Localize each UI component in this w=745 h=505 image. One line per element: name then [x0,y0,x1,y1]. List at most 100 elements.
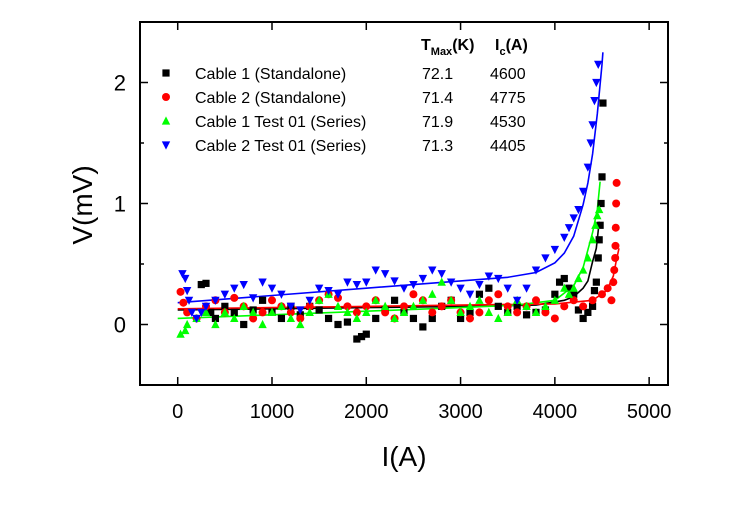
data-point-series-4 [574,205,583,215]
data-point-series-1 [551,290,559,298]
data-point-series-2 [610,266,619,275]
data-point-series-4 [418,274,428,284]
data-point-series-2 [268,296,276,305]
x-tick-label: 5000 [627,401,672,423]
data-point-series-3 [220,307,230,316]
data-point-series-3 [239,301,248,310]
data-point-series-3 [390,313,399,323]
data-point-series-2 [569,296,578,305]
data-point-series-1 [555,278,564,286]
data-point-series-1 [277,314,286,323]
data-point-series-4 [248,294,258,303]
data-point-series-1 [584,308,592,316]
data-point-series-4 [399,284,409,293]
data-point-series-2 [428,308,437,317]
data-point-series-4 [305,296,314,305]
data-point-series-1 [588,302,597,310]
data-point-series-1 [409,314,418,323]
data-point-series-1 [197,280,205,289]
data-point-series-2 [611,223,620,232]
data-point-series-3 [522,301,531,310]
data-point-series-1 [343,318,352,326]
data-point-series-4 [503,284,512,293]
data-point-series-3 [343,307,352,316]
data-point-series-4 [211,296,220,305]
data-point-series-4 [286,302,296,311]
x-tick-label: 4000 [533,401,578,423]
data-point-series-4 [380,270,390,279]
data-point-series-2 [607,296,616,305]
x-tick-label: 1000 [250,401,295,423]
data-point-series-1 [324,314,333,323]
data-point-series-4 [267,284,277,293]
data-point-series-2 [249,314,258,323]
legend-tmax-value: 71.3 [422,138,453,155]
data-point-series-3 [305,307,314,316]
data-point-series-4 [277,290,286,299]
legend-marker-4 [161,141,171,150]
data-point-series-4 [184,296,194,305]
data-point-series-1 [579,314,587,323]
data-point-series-3 [593,211,602,220]
data-point-series-3 [560,283,569,292]
y-axis-label: V(mV) [67,165,98,244]
data-point-series-4 [333,290,343,299]
data-point-series-4 [428,266,437,275]
data-point-series-2 [603,284,612,293]
data-point-series-3 [574,273,583,283]
data-point-series-1 [570,290,578,298]
data-point-series-1 [419,323,427,331]
data-point-series-4 [484,272,494,281]
data-point-series-4 [409,280,418,290]
legend-header-ic: Ic(A) [495,37,528,58]
data-point-series-4 [586,139,595,148]
data-point-series-4 [578,187,588,196]
data-point-series-1 [598,173,606,181]
data-point-series-1 [357,333,366,341]
data-point-series-4 [352,280,362,290]
fit-curve-4 [177,52,604,304]
data-point-series-4 [220,290,230,299]
data-point-series-2 [362,302,371,311]
data-point-series-2 [611,241,620,250]
data-point-series-1 [594,254,602,262]
x-axis-label: I(A) [381,441,426,472]
data-point-series-4 [494,274,503,284]
data-point-series-1 [372,314,380,323]
data-point-series-4 [456,284,465,293]
data-point-series-3 [446,295,456,304]
y-tick-label: 1 [114,192,126,217]
data-point-series-2 [381,308,390,317]
data-point-series-2 [179,298,188,307]
data-point-series-3 [248,307,258,316]
data-point-series-4 [590,97,599,106]
data-point-series-4 [564,224,574,233]
data-point-series-3 [541,301,550,310]
data-point-series-2 [475,308,484,317]
data-point-series-2 [230,293,239,302]
data-point-series-3 [314,295,324,304]
data-point-series-3 [418,295,428,304]
data-point-series-1 [592,278,600,286]
data-point-series-3 [588,235,597,244]
data-points [176,60,621,343]
data-point-series-2 [609,278,618,287]
data-point-series-3 [267,307,277,316]
data-point-series-4 [324,287,333,296]
data-point-series-3 [594,204,604,214]
data-point-series-2 [560,302,569,311]
data-point-series-2 [343,302,352,311]
data-point-series-3 [564,289,574,298]
data-point-series-1 [428,314,436,323]
data-point-series-3 [230,313,239,323]
data-point-series-1 [522,311,531,319]
data-point-series-4 [314,284,324,293]
data-point-series-4 [550,245,560,255]
legend-ic-value: 4775 [490,90,526,107]
data-point-series-4 [583,163,593,172]
legend-tmax-value: 72.1 [422,66,453,83]
data-point-series-2 [532,296,540,305]
data-point-series-2 [550,314,559,323]
data-point-series-2 [513,308,522,317]
data-point-series-1 [597,199,605,208]
